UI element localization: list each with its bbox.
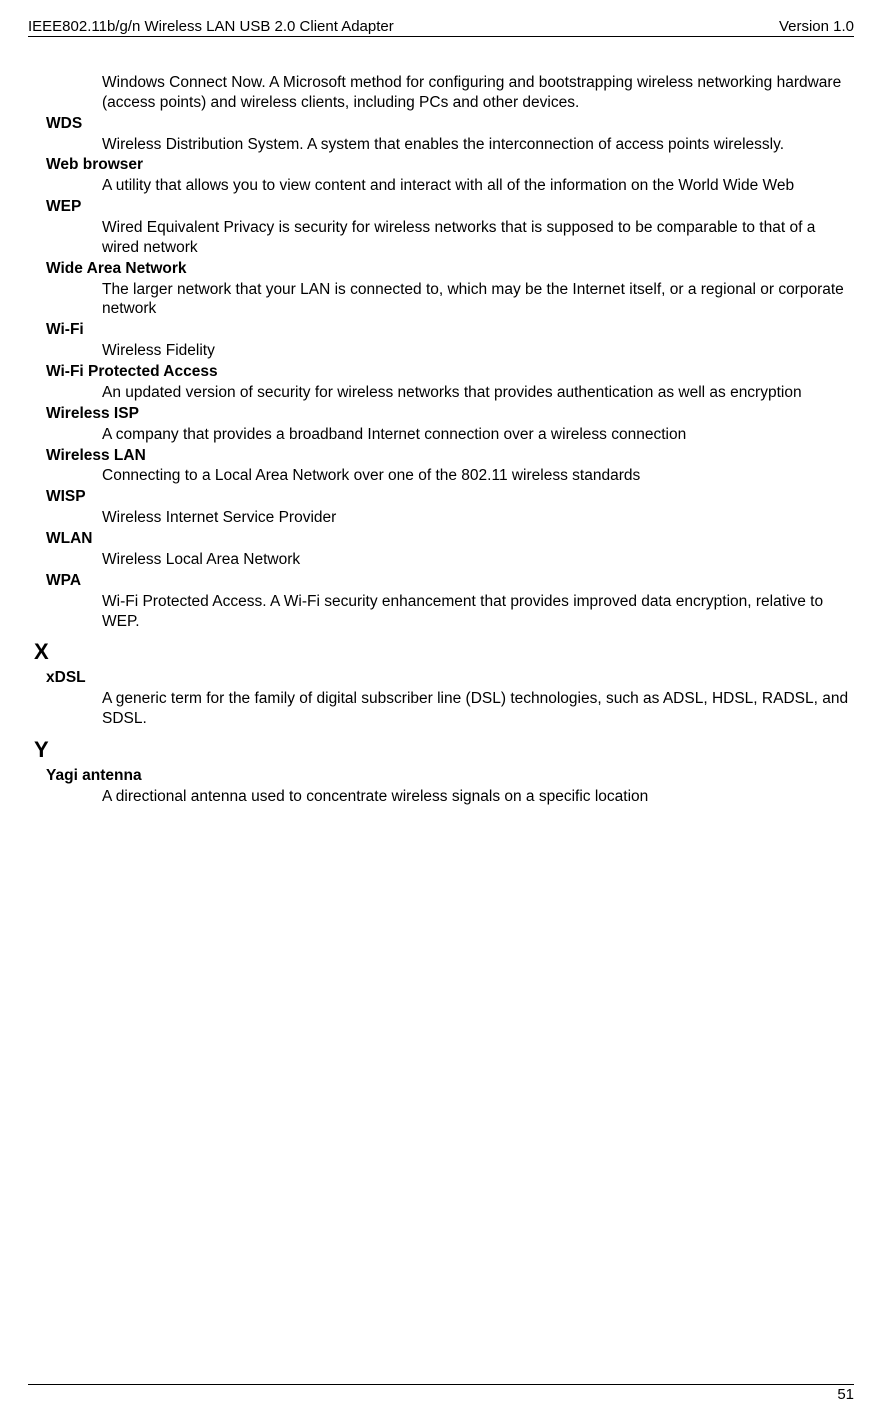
glossary-definition: A company that provides a broadband Inte… (102, 425, 854, 445)
glossary-definition: Wired Equivalent Privacy is security for… (102, 218, 854, 258)
glossary-term: Yagi antenna (46, 766, 854, 787)
page-header: IEEE802.11b/g/n Wireless LAN USB 2.0 Cli… (28, 18, 854, 37)
header-left: IEEE802.11b/g/n Wireless LAN USB 2.0 Cli… (28, 18, 394, 35)
glossary-definition: Connecting to a Local Area Network over … (102, 466, 854, 486)
page-container: IEEE802.11b/g/n Wireless LAN USB 2.0 Cli… (0, 0, 882, 807)
glossary-term: Wireless LAN (46, 446, 854, 467)
section-heading-y: Y (34, 737, 854, 763)
glossary-term: Wi-Fi (46, 320, 854, 341)
glossary-definition: The larger network that your LAN is conn… (102, 280, 854, 320)
glossary-term: Wide Area Network (46, 259, 854, 280)
glossary-term: Wireless ISP (46, 404, 854, 425)
glossary-term: WDS (46, 114, 854, 135)
header-right: Version 1.0 (779, 18, 854, 35)
glossary-definition: A utility that allows you to view conten… (102, 176, 854, 196)
glossary-term: Wi-Fi Protected Access (46, 362, 854, 383)
glossary-definition: An updated version of security for wirel… (102, 383, 854, 403)
glossary-definition: A directional antenna used to concentrat… (102, 787, 854, 807)
intro-definition: Windows Connect Now. A Microsoft method … (102, 73, 854, 113)
glossary-definition: Wireless Local Area Network (102, 550, 854, 570)
glossary-definition: Wi-Fi Protected Access. A Wi-Fi security… (102, 592, 854, 632)
page-footer: 51 (28, 1384, 854, 1403)
glossary-definition: Wireless Internet Service Provider (102, 508, 854, 528)
glossary-term: Web browser (46, 155, 854, 176)
page-number: 51 (837, 1386, 854, 1403)
glossary-term: WISP (46, 487, 854, 508)
section-heading-x: X (34, 639, 854, 665)
glossary-definition: A generic term for the family of digital… (102, 689, 854, 729)
glossary-term: WLAN (46, 529, 854, 550)
glossary-definition: Wireless Fidelity (102, 341, 854, 361)
glossary-term: WEP (46, 197, 854, 218)
glossary-definition: Wireless Distribution System. A system t… (102, 135, 854, 155)
glossary-term: WPA (46, 571, 854, 592)
content-block: Windows Connect Now. A Microsoft method … (28, 73, 854, 807)
glossary-term: xDSL (46, 668, 854, 689)
